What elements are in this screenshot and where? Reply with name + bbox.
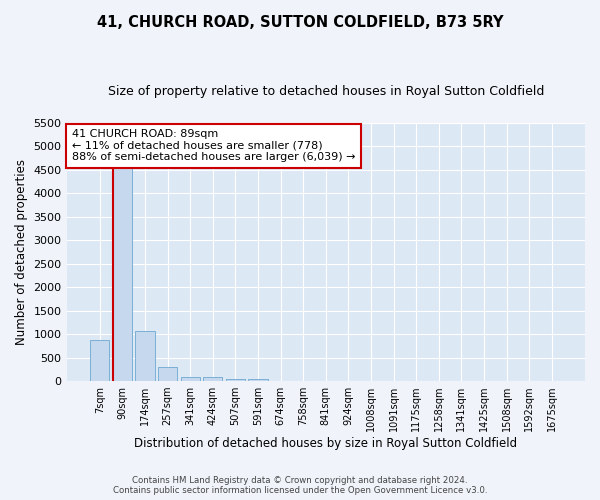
X-axis label: Distribution of detached houses by size in Royal Sutton Coldfield: Distribution of detached houses by size … (134, 437, 517, 450)
Bar (203, 378, 223, 381)
Bar (136, 332, 155, 381)
Bar (248, 378, 268, 381)
Bar (226, 378, 245, 381)
Bar (158, 368, 177, 381)
Bar (90, 340, 109, 381)
Y-axis label: Number of detached properties: Number of detached properties (15, 159, 28, 345)
Title: Size of property relative to detached houses in Royal Sutton Coldfield: Size of property relative to detached ho… (107, 85, 544, 98)
Bar (113, 168, 132, 381)
Bar (181, 377, 200, 381)
Text: 41, CHURCH ROAD, SUTTON COLDFIELD, B73 5RY: 41, CHURCH ROAD, SUTTON COLDFIELD, B73 5… (97, 15, 503, 30)
Text: 41 CHURCH ROAD: 89sqm
← 11% of detached houses are smaller (778)
88% of semi-det: 41 CHURCH ROAD: 89sqm ← 11% of detached … (72, 129, 355, 162)
Text: Contains HM Land Registry data © Crown copyright and database right 2024.
Contai: Contains HM Land Registry data © Crown c… (113, 476, 487, 495)
